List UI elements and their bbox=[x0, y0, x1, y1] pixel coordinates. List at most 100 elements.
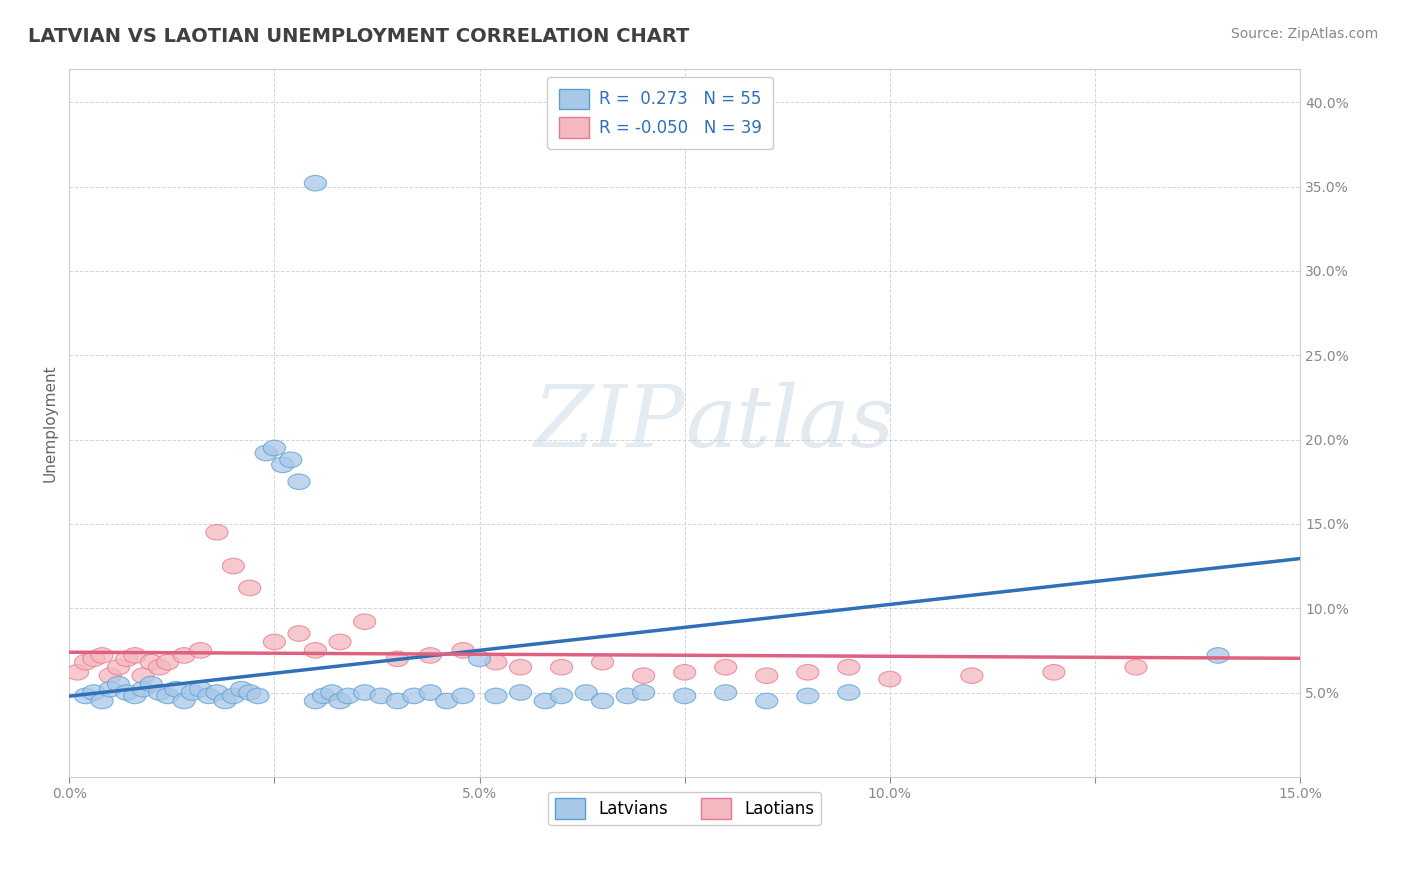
Ellipse shape bbox=[165, 681, 187, 697]
Ellipse shape bbox=[173, 693, 195, 709]
Ellipse shape bbox=[91, 693, 112, 709]
Ellipse shape bbox=[797, 688, 818, 704]
Ellipse shape bbox=[214, 693, 236, 709]
Ellipse shape bbox=[190, 681, 211, 697]
Ellipse shape bbox=[198, 688, 219, 704]
Ellipse shape bbox=[239, 580, 262, 596]
Ellipse shape bbox=[149, 685, 170, 700]
Ellipse shape bbox=[838, 685, 860, 700]
Ellipse shape bbox=[75, 655, 97, 670]
Ellipse shape bbox=[83, 685, 105, 700]
Ellipse shape bbox=[288, 625, 311, 641]
Ellipse shape bbox=[960, 668, 983, 683]
Ellipse shape bbox=[551, 659, 572, 675]
Ellipse shape bbox=[714, 659, 737, 675]
Ellipse shape bbox=[402, 688, 425, 704]
Ellipse shape bbox=[75, 688, 97, 704]
Text: Source: ZipAtlas.com: Source: ZipAtlas.com bbox=[1230, 27, 1378, 41]
Ellipse shape bbox=[592, 655, 613, 670]
Ellipse shape bbox=[91, 648, 112, 664]
Ellipse shape bbox=[107, 676, 129, 692]
Ellipse shape bbox=[534, 693, 557, 709]
Ellipse shape bbox=[879, 672, 901, 687]
Ellipse shape bbox=[509, 685, 531, 700]
Ellipse shape bbox=[124, 688, 146, 704]
Ellipse shape bbox=[222, 688, 245, 704]
Ellipse shape bbox=[387, 693, 409, 709]
Ellipse shape bbox=[132, 681, 155, 697]
Ellipse shape bbox=[353, 685, 375, 700]
Ellipse shape bbox=[173, 648, 195, 664]
Ellipse shape bbox=[485, 688, 508, 704]
Ellipse shape bbox=[141, 676, 162, 692]
Ellipse shape bbox=[551, 688, 572, 704]
Ellipse shape bbox=[239, 685, 262, 700]
Ellipse shape bbox=[156, 688, 179, 704]
Ellipse shape bbox=[451, 642, 474, 658]
Ellipse shape bbox=[312, 688, 335, 704]
Ellipse shape bbox=[575, 685, 598, 700]
Ellipse shape bbox=[616, 688, 638, 704]
Ellipse shape bbox=[231, 681, 253, 697]
Ellipse shape bbox=[321, 685, 343, 700]
Ellipse shape bbox=[149, 659, 170, 675]
Ellipse shape bbox=[247, 688, 269, 704]
Ellipse shape bbox=[100, 668, 121, 683]
Ellipse shape bbox=[181, 685, 204, 700]
Ellipse shape bbox=[271, 457, 294, 473]
Ellipse shape bbox=[714, 685, 737, 700]
Ellipse shape bbox=[387, 651, 409, 666]
Ellipse shape bbox=[633, 685, 655, 700]
Ellipse shape bbox=[1125, 659, 1147, 675]
Text: LATVIAN VS LAOTIAN UNEMPLOYMENT CORRELATION CHART: LATVIAN VS LAOTIAN UNEMPLOYMENT CORRELAT… bbox=[28, 27, 689, 45]
Ellipse shape bbox=[337, 688, 360, 704]
Ellipse shape bbox=[304, 693, 326, 709]
Ellipse shape bbox=[190, 642, 211, 658]
Ellipse shape bbox=[485, 655, 508, 670]
Ellipse shape bbox=[673, 688, 696, 704]
Ellipse shape bbox=[419, 648, 441, 664]
Ellipse shape bbox=[633, 668, 655, 683]
Ellipse shape bbox=[419, 685, 441, 700]
Ellipse shape bbox=[141, 655, 162, 670]
Ellipse shape bbox=[329, 693, 352, 709]
Ellipse shape bbox=[115, 685, 138, 700]
Y-axis label: Unemployment: Unemployment bbox=[44, 364, 58, 482]
Ellipse shape bbox=[451, 688, 474, 704]
Ellipse shape bbox=[329, 634, 352, 649]
Ellipse shape bbox=[755, 693, 778, 709]
Ellipse shape bbox=[280, 452, 302, 467]
Ellipse shape bbox=[353, 614, 375, 630]
Ellipse shape bbox=[132, 668, 155, 683]
Legend: Latvians, Laotians: Latvians, Laotians bbox=[548, 791, 821, 825]
Ellipse shape bbox=[1043, 665, 1064, 680]
Ellipse shape bbox=[838, 659, 860, 675]
Ellipse shape bbox=[436, 693, 458, 709]
Ellipse shape bbox=[304, 642, 326, 658]
Ellipse shape bbox=[100, 681, 121, 697]
Ellipse shape bbox=[370, 688, 392, 704]
Ellipse shape bbox=[83, 651, 105, 666]
Text: ZIP: ZIP bbox=[533, 382, 685, 464]
Ellipse shape bbox=[304, 176, 326, 191]
Ellipse shape bbox=[156, 655, 179, 670]
Ellipse shape bbox=[673, 665, 696, 680]
Ellipse shape bbox=[263, 634, 285, 649]
Ellipse shape bbox=[254, 445, 277, 461]
Ellipse shape bbox=[797, 665, 818, 680]
Ellipse shape bbox=[115, 651, 138, 666]
Ellipse shape bbox=[263, 440, 285, 456]
Ellipse shape bbox=[1206, 648, 1229, 664]
Ellipse shape bbox=[468, 651, 491, 666]
Ellipse shape bbox=[205, 685, 228, 700]
Ellipse shape bbox=[124, 648, 146, 664]
Ellipse shape bbox=[222, 558, 245, 574]
Ellipse shape bbox=[288, 474, 311, 490]
Ellipse shape bbox=[509, 659, 531, 675]
Ellipse shape bbox=[755, 668, 778, 683]
Ellipse shape bbox=[66, 665, 89, 680]
Ellipse shape bbox=[592, 693, 613, 709]
Ellipse shape bbox=[107, 659, 129, 675]
Text: atlas: atlas bbox=[685, 382, 894, 464]
Ellipse shape bbox=[205, 524, 228, 541]
